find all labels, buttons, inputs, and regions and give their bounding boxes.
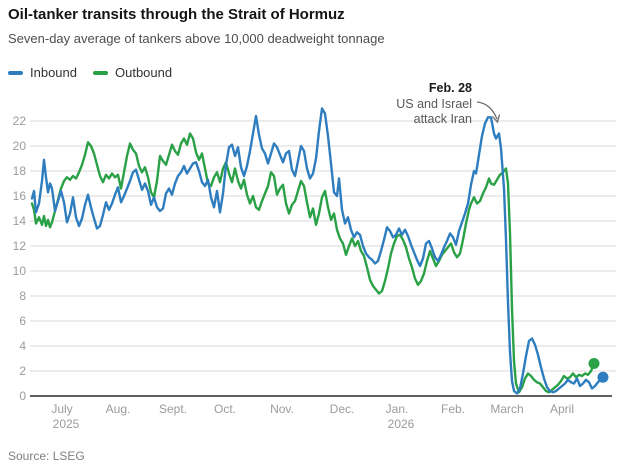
- source-note: Source: LSEG: [8, 449, 85, 463]
- y-tick-label: 6: [19, 314, 26, 328]
- y-tick-label: 0: [19, 389, 26, 403]
- y-tick-label: 20: [13, 139, 27, 153]
- legend-label-inbound: Inbound: [30, 65, 77, 80]
- x-tick-label: Sept.: [159, 402, 187, 416]
- y-tick-label: 4: [19, 339, 26, 353]
- legend-label-outbound: Outbound: [115, 65, 173, 80]
- x-tick-label: March: [490, 402, 523, 416]
- outbound-end-dot: [588, 358, 600, 369]
- annotation-line2: attack Iran: [413, 112, 472, 126]
- x-tick-label: Nov.: [270, 402, 294, 416]
- y-tick-label: 10: [13, 264, 27, 278]
- annotation-arrowhead-icon: [492, 114, 501, 124]
- chart-subtitle: Seven-day average of tankers above 10,00…: [8, 31, 385, 46]
- y-tick-label: 12: [13, 239, 27, 253]
- x-tick-label: April: [550, 402, 574, 416]
- annotation-feb28: Feb. 28 US and Israel attack Iran: [342, 81, 472, 128]
- annotation-arrow: [476, 101, 498, 120]
- legend-item-outbound[interactable]: Outbound: [93, 65, 172, 80]
- x-tick-label: Aug.: [106, 402, 131, 416]
- legend-item-inbound[interactable]: Inbound: [8, 65, 77, 80]
- y-tick-label: 8: [19, 289, 26, 303]
- legend: Inbound Outbound: [8, 65, 172, 80]
- y-tick-label: 22: [13, 114, 27, 128]
- inbound-swatch-icon: [8, 70, 23, 75]
- x-tick-year-label: 2025: [53, 417, 80, 431]
- annotation-date: Feb. 28: [428, 81, 472, 95]
- x-tick-label: Dec.: [330, 402, 355, 416]
- inbound-line: [30, 107, 605, 395]
- x-tick-label: Jan.: [386, 402, 409, 416]
- annotation-line1: US and Israel: [396, 96, 472, 111]
- page-title: Oil-tanker transits through the Strait o…: [8, 6, 345, 23]
- x-tick-label: Oct.: [214, 402, 236, 416]
- y-tick-label: 18: [13, 164, 27, 178]
- inbound-end-dot: [597, 371, 609, 383]
- outbound-swatch-icon: [93, 70, 108, 75]
- x-tick-label: Feb.: [441, 402, 465, 416]
- x-tick-label: July: [51, 402, 72, 416]
- y-tick-label: 2: [19, 364, 26, 378]
- x-tick-year-label: 2026: [388, 417, 415, 431]
- y-tick-label: 16: [13, 189, 27, 203]
- y-tick-label: 14: [13, 214, 27, 228]
